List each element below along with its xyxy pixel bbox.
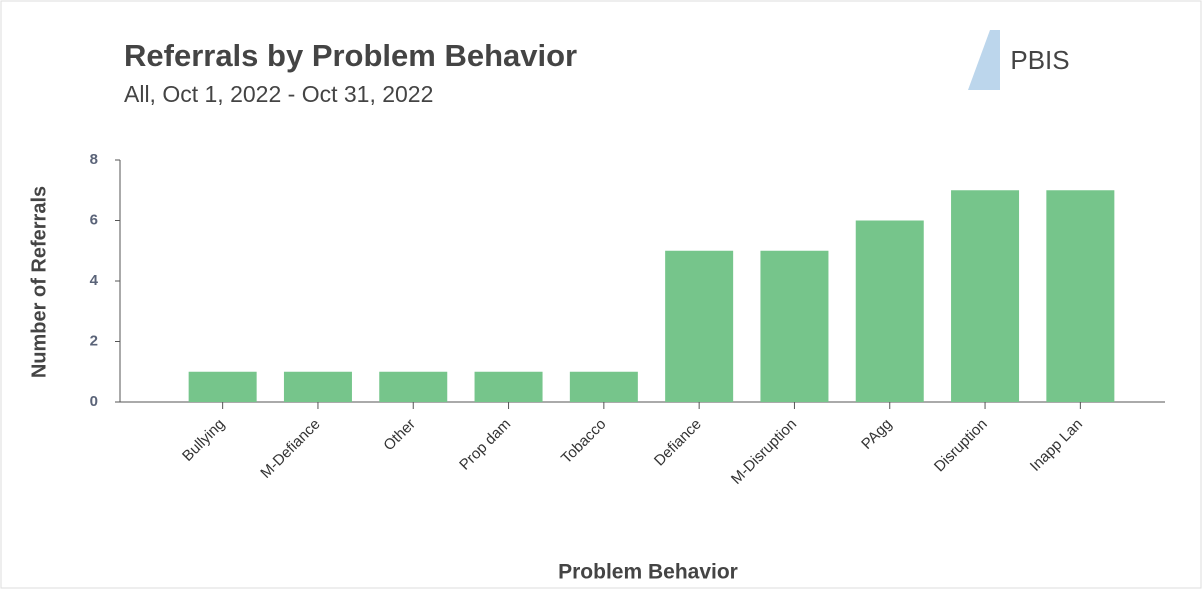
bar — [379, 371, 448, 402]
bar — [855, 220, 924, 402]
bar — [569, 371, 638, 402]
bar — [188, 371, 257, 402]
chart-title: Referrals by Problem Behavior — [124, 38, 577, 73]
bar — [665, 250, 734, 402]
y-axis-label: Number of Referrals — [28, 186, 50, 378]
y-tick-label: 8 — [90, 151, 98, 168]
x-axis-label: Problem Behavior — [558, 561, 738, 584]
logo-shape — [968, 30, 1000, 90]
logo-text: PBIS — [1010, 45, 1069, 75]
y-tick-label: 0 — [90, 393, 98, 410]
y-tick-label: 6 — [90, 211, 98, 228]
logo: PBIS — [968, 30, 1070, 90]
bar — [1046, 190, 1115, 402]
chart-subtitle: All, Oct 1, 2022 - Oct 31, 2022 — [124, 81, 433, 107]
y-tick-label: 2 — [90, 332, 98, 349]
bar — [951, 190, 1020, 402]
bar — [283, 371, 352, 402]
y-tick-label: 4 — [90, 272, 99, 289]
bar — [760, 250, 829, 402]
bar — [474, 371, 543, 402]
